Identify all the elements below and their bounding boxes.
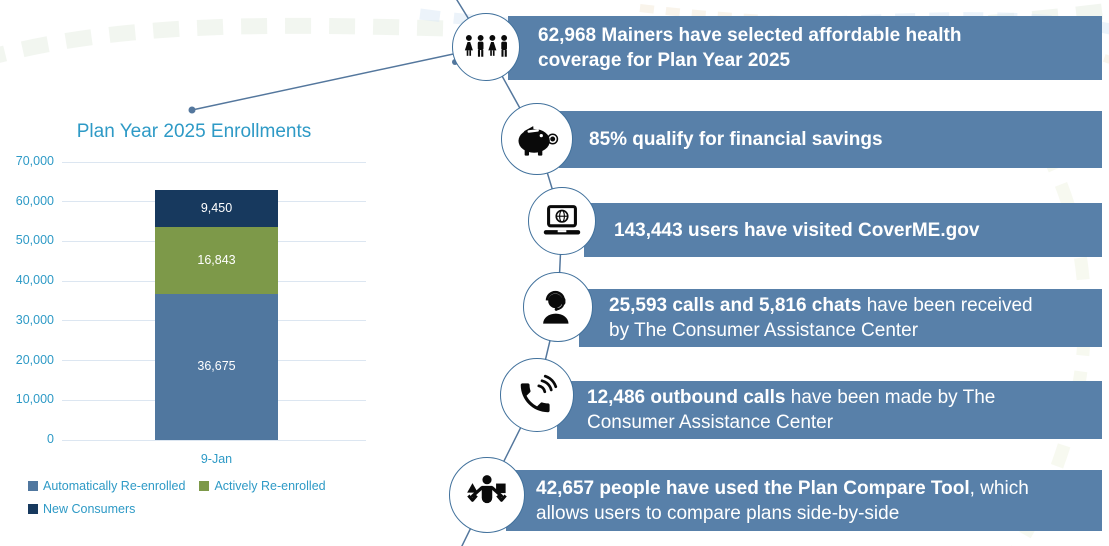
legend-label: Actively Re-enrolled	[214, 479, 326, 493]
legend-item: Actively Re-enrolled	[199, 479, 326, 493]
bar-value-label: 36,675	[197, 359, 236, 374]
bar-value-label: 16,843	[197, 252, 236, 267]
icon-bubble	[452, 13, 520, 81]
callout-bar: 62,968 Mainers have selected affordable …	[508, 16, 1102, 80]
callout-text-bold: 62,968 Mainers have selected affordable …	[538, 25, 962, 71]
bar-segment	[155, 189, 278, 228]
phone-ringing-icon	[520, 374, 558, 413]
legend-item: Automatically Re-enrolled	[28, 479, 185, 493]
legend-item: New Consumers	[28, 502, 135, 516]
legend-swatch	[28, 504, 38, 514]
callout-text: 143,443 users have visited CoverME.gov	[614, 218, 979, 243]
legend-label: New Consumers	[43, 502, 136, 516]
callout-text-bold: 12,486 outbound calls	[587, 387, 786, 408]
callout-text-bold: 25,593 calls and 5,816 chats	[609, 295, 862, 316]
callout-text: 85% qualify for financial savings	[589, 127, 883, 152]
bar-value-label: 9,450	[200, 200, 233, 215]
legend-swatch	[199, 481, 210, 491]
icon-bubble	[449, 457, 525, 533]
callout-bar: 143,443 users have visited CoverME.gov	[584, 203, 1102, 257]
callout-text: 62,968 Mainers have selected affordable …	[538, 23, 1038, 73]
callout-text: 12,486 outbound calls have been made by …	[587, 385, 1037, 435]
y-tick-label: 0	[47, 432, 54, 446]
icon-bubble	[500, 358, 574, 432]
callout-bar: 12,486 outbound calls have been made by …	[557, 381, 1102, 439]
callout-text-rest: , which allows users to compare plans si…	[536, 477, 1029, 524]
legend-swatch	[28, 481, 38, 491]
enrollment-chart: Plan Year 2025 Enrollments Automatically…	[0, 0, 420, 546]
callout-bar: 85% qualify for financial savings	[559, 111, 1102, 168]
y-tick-label: 60,000	[15, 193, 54, 208]
y-tick-label: 40,000	[15, 273, 54, 288]
chart-title: Plan Year 2025 Enrollments	[76, 121, 312, 142]
y-tick-label: 70,000	[15, 154, 54, 168]
bar-segment	[155, 227, 278, 295]
callout-text: 42,657 people have used the Plan Compare…	[536, 476, 1066, 526]
y-tick-label: 20,000	[15, 352, 54, 367]
icon-bubble	[501, 103, 573, 175]
headset-agent-icon	[543, 290, 569, 324]
y-tick-label: 30,000	[15, 312, 54, 327]
callout-text-rest: have been received by The Consumer Assis…	[609, 295, 1033, 341]
icon-bubble	[523, 272, 593, 342]
callout-text-bold: 42,657 people have used the Plan Compare…	[536, 477, 970, 499]
gridline	[62, 161, 366, 163]
callout-text: 25,593 calls and 5,816 chats have been r…	[609, 293, 1054, 343]
gridline	[62, 439, 366, 441]
icon-bubble	[528, 187, 596, 255]
callout-text-bold: 143,443 users have visited CoverME.gov	[614, 219, 980, 241]
callout-text-bold: 85% qualify for financial savings	[589, 129, 883, 150]
piggy-bank-icon	[518, 126, 559, 156]
y-tick-label: 50,000	[15, 233, 54, 248]
x-category-label: 9-Jan	[200, 452, 233, 466]
y-tick-label: 10,000	[15, 392, 54, 407]
plan-compare-icon	[467, 475, 507, 504]
chart-callout-connector	[191, 46, 487, 111]
connector-dot	[188, 106, 196, 114]
callout-text-rest: have been made by The Consumer Assistanc…	[587, 387, 996, 433]
legend-label: Automatically Re-enrolled	[43, 479, 186, 493]
people-group-icon	[464, 34, 507, 57]
chart-legend: Automatically Re-enrolled Actively Re-enr…	[28, 479, 408, 516]
callout-bar: 42,657 people have used the Plan Compare…	[506, 470, 1102, 531]
bar-segment	[155, 294, 278, 440]
callout-bar: 25,593 calls and 5,816 chats have been r…	[579, 289, 1102, 347]
laptop-globe-icon	[543, 204, 581, 234]
